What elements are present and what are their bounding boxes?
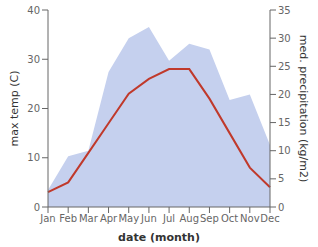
svg-text:Mar: Mar (79, 213, 99, 224)
svg-text:Oct: Oct (221, 213, 238, 224)
svg-text:0: 0 (34, 202, 40, 213)
svg-text:Apr: Apr (100, 213, 118, 224)
svg-text:30: 30 (278, 33, 291, 44)
svg-text:Aug: Aug (180, 213, 200, 224)
svg-text:Feb: Feb (59, 213, 77, 224)
svg-text:Jan: Jan (39, 213, 55, 224)
svg-text:Jun: Jun (140, 213, 157, 224)
svg-text:Dec: Dec (260, 213, 279, 224)
svg-text:30: 30 (27, 54, 40, 65)
svg-text:May: May (118, 213, 139, 224)
svg-text:40: 40 (27, 5, 40, 16)
svg-text:Sep: Sep (200, 213, 219, 224)
svg-text:25: 25 (278, 61, 291, 72)
svg-text:10: 10 (27, 152, 40, 163)
svg-text:20: 20 (27, 103, 40, 114)
svg-text:20: 20 (278, 89, 291, 100)
svg-text:0: 0 (278, 202, 284, 213)
svg-text:max temp (C): max temp (C) (8, 70, 21, 146)
svg-text:Nov: Nov (240, 213, 260, 224)
svg-text:35: 35 (278, 5, 291, 16)
svg-text:date (month): date (month) (118, 231, 200, 244)
svg-text:5: 5 (278, 173, 284, 184)
svg-text:Jul: Jul (162, 213, 175, 224)
svg-text:15: 15 (278, 117, 291, 128)
svg-text:med. precipitation (kg/m2): med. precipitation (kg/m2) (297, 35, 310, 183)
svg-text:10: 10 (278, 145, 291, 156)
